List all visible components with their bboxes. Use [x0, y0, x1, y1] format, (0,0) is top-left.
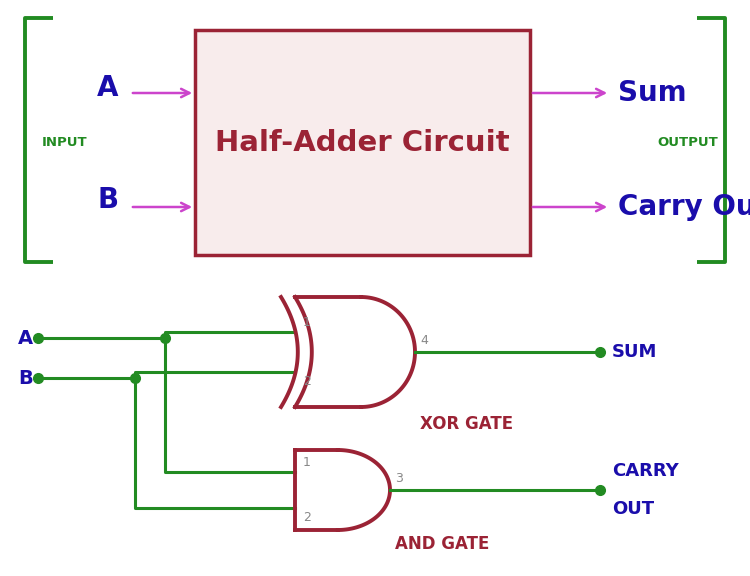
Text: 3: 3	[395, 472, 403, 485]
Text: 4: 4	[420, 334, 428, 347]
Text: CARRY: CARRY	[612, 462, 679, 480]
Text: 1: 1	[303, 456, 310, 469]
Text: Sum: Sum	[618, 79, 687, 107]
Text: B: B	[98, 186, 118, 214]
Text: OUT: OUT	[612, 500, 654, 518]
Text: A: A	[98, 74, 118, 102]
Text: INPUT: INPUT	[42, 137, 88, 150]
Text: B: B	[18, 369, 33, 388]
Text: 1: 1	[303, 316, 310, 329]
Text: Carry Out: Carry Out	[618, 193, 750, 221]
Bar	[195, 30, 530, 255]
Text: 2: 2	[303, 375, 310, 388]
Text: Half-Adder Circuit: Half-Adder Circuit	[214, 129, 509, 157]
Text: A: A	[18, 328, 33, 347]
Text: OUTPUT: OUTPUT	[658, 137, 718, 150]
Text: XOR GATE: XOR GATE	[420, 415, 513, 433]
Text: AND GATE: AND GATE	[395, 535, 489, 553]
Text: SUM: SUM	[612, 343, 657, 361]
Text: 2: 2	[303, 511, 310, 524]
